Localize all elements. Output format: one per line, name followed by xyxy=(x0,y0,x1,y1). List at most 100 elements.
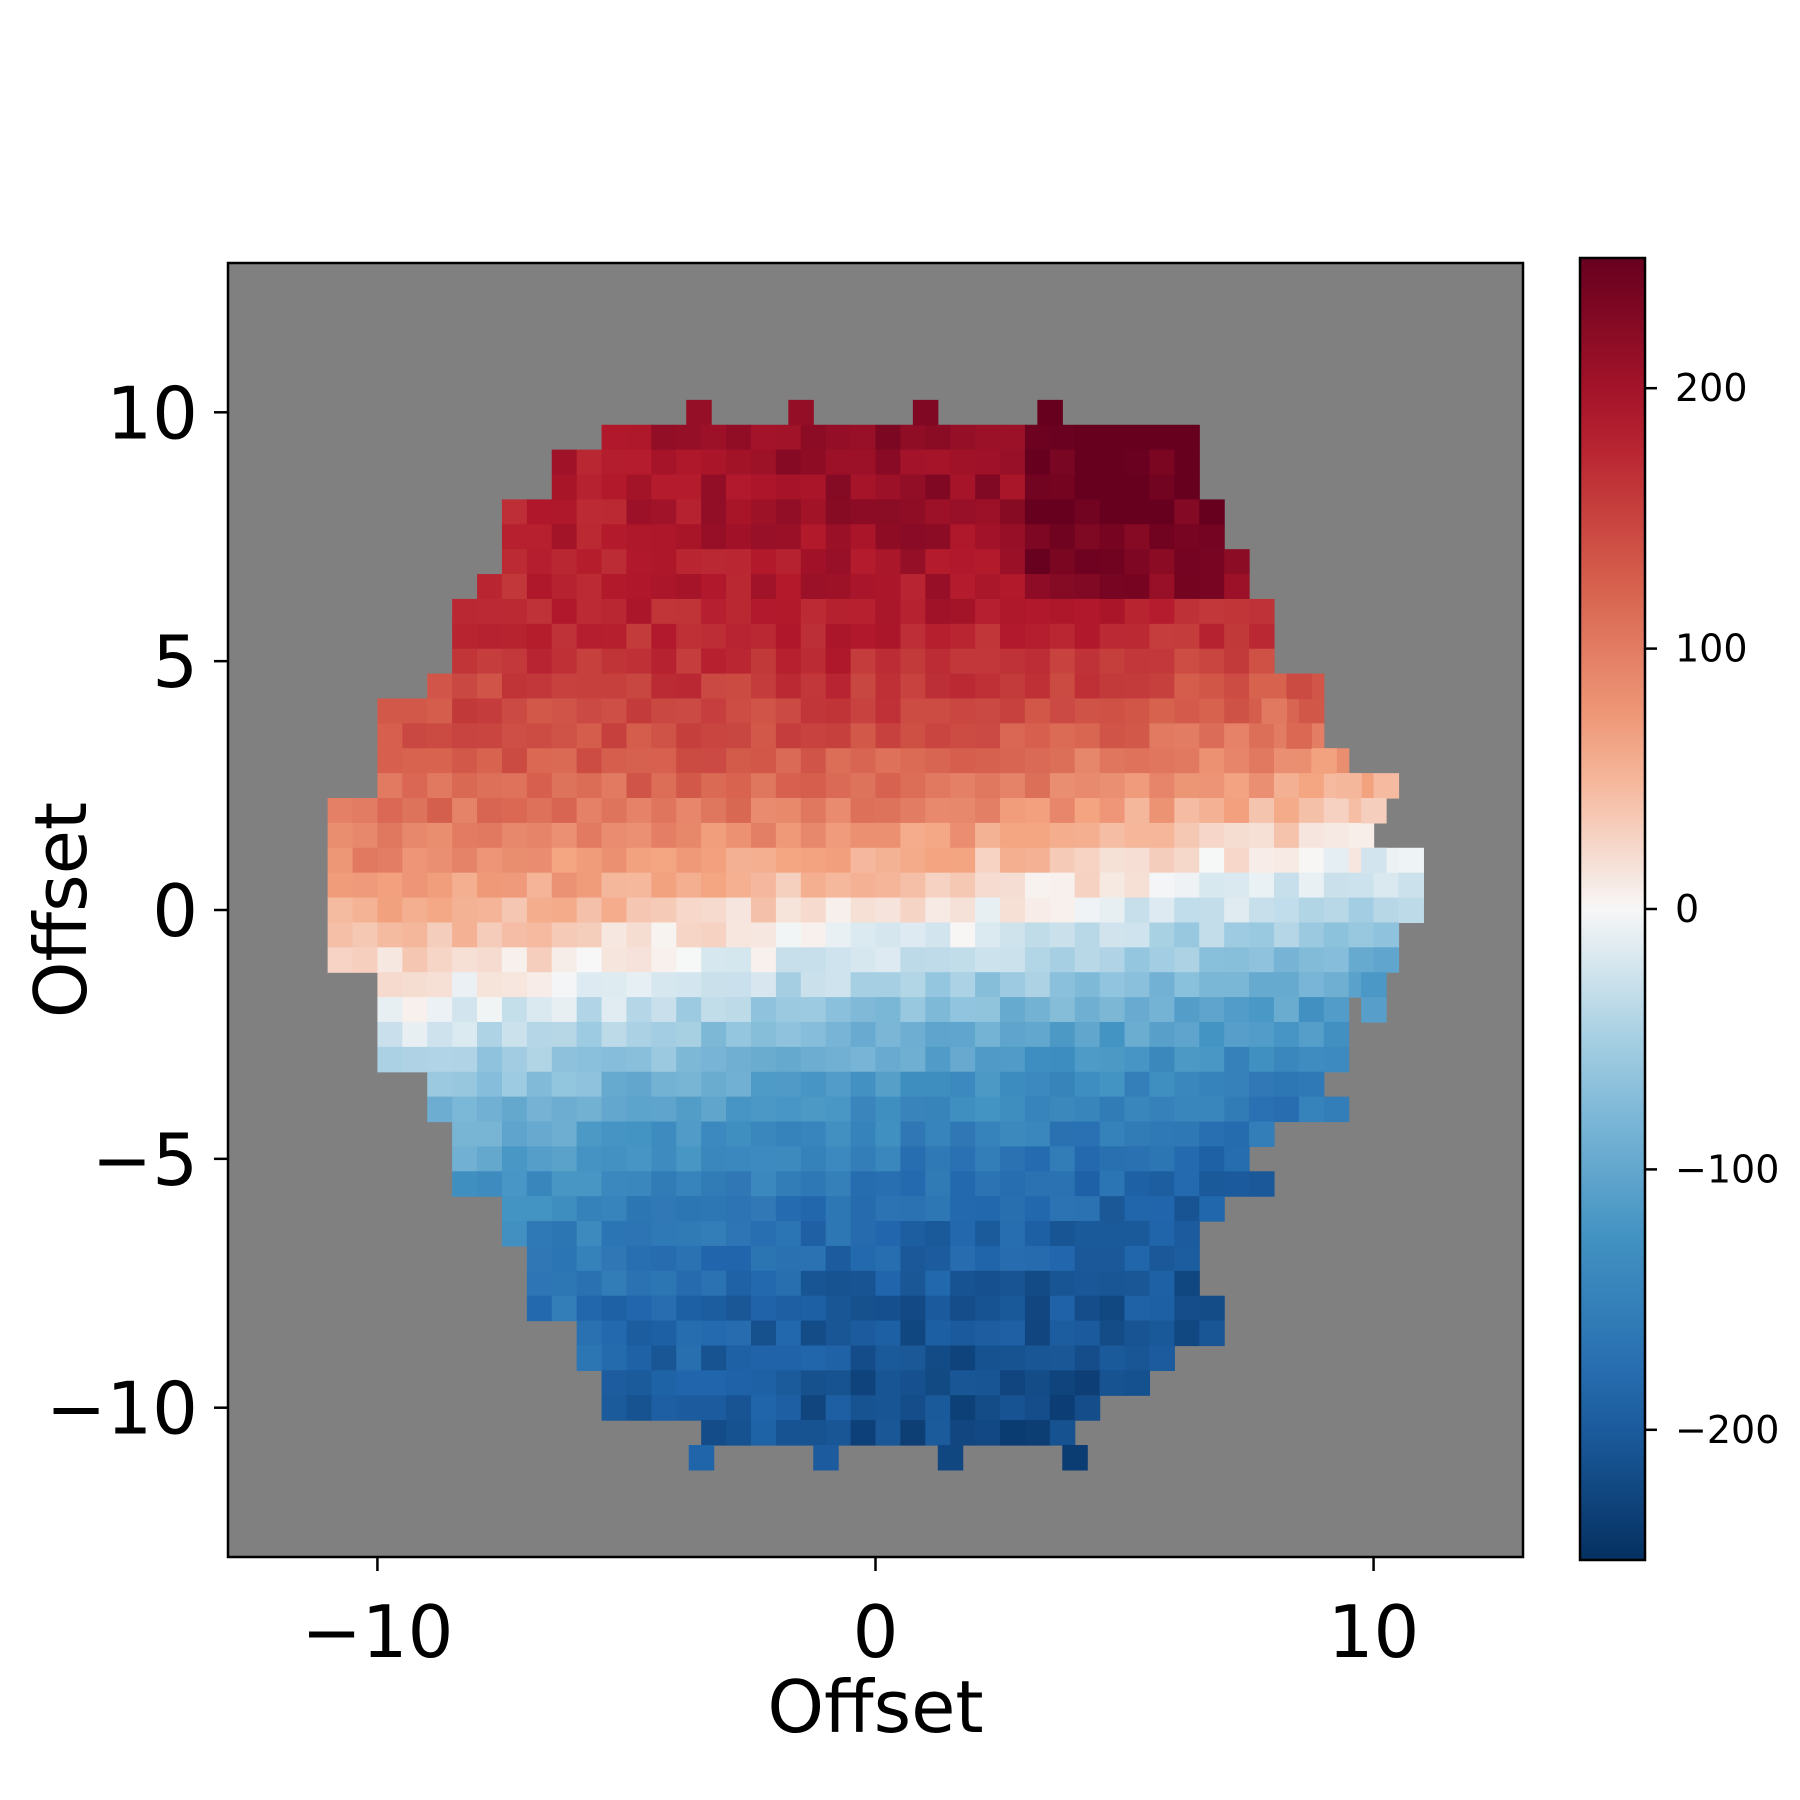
heatmap-cell xyxy=(1398,847,1424,874)
heatmap-cell xyxy=(775,997,802,1023)
heatmap-cell xyxy=(1224,847,1250,874)
heatmap-cell xyxy=(750,474,777,500)
heatmap-cell xyxy=(800,872,827,899)
heatmap-cell xyxy=(551,1171,578,1197)
heatmap-cell xyxy=(1124,499,1151,525)
heatmap-cell xyxy=(950,1395,976,1421)
heatmap-cell xyxy=(975,1121,1001,1147)
heatmap-cell xyxy=(1224,922,1250,948)
heatmap-cell xyxy=(1273,922,1300,948)
heatmap-cell xyxy=(701,424,727,451)
heatmap-cell xyxy=(775,1395,802,1421)
heatmap-cell xyxy=(1099,1046,1126,1073)
heatmap-cell xyxy=(477,997,503,1023)
heatmap-cell xyxy=(477,897,503,924)
heatmap-cell xyxy=(775,1295,802,1322)
heatmap-cell xyxy=(626,922,652,948)
heatmap-cell xyxy=(850,947,877,973)
heatmap-cell xyxy=(452,947,478,973)
heatmap-cell xyxy=(1249,822,1275,849)
heatmap-cell xyxy=(1174,798,1200,824)
heatmap-cell xyxy=(626,1096,652,1123)
heatmap-cell xyxy=(402,997,428,1023)
heatmap-cell xyxy=(726,1171,752,1197)
heatmap-cell xyxy=(1099,673,1126,700)
heatmap-cell xyxy=(1249,723,1275,749)
heatmap-cell xyxy=(576,822,603,849)
heatmap-cell xyxy=(850,1370,877,1396)
heatmap-cell xyxy=(676,1021,702,1048)
heatmap-cell xyxy=(1224,1171,1250,1197)
heatmap-cell xyxy=(850,574,877,600)
heatmap-cell xyxy=(576,972,603,998)
heatmap-cell xyxy=(1298,997,1325,1023)
heatmap-cell xyxy=(1024,598,1051,625)
heatmap-cell xyxy=(1199,1021,1225,1048)
heatmap-cell xyxy=(1249,897,1275,924)
heatmap-cell xyxy=(551,524,578,550)
heatmap-cell xyxy=(1323,1021,1350,1048)
heatmap-cell xyxy=(501,847,528,874)
heatmap-cell xyxy=(1124,474,1151,500)
heatmap-cell xyxy=(900,1096,926,1123)
heatmap-cell xyxy=(676,574,702,600)
heatmap-cell xyxy=(1199,648,1225,675)
heatmap-cell xyxy=(551,723,578,749)
heatmap-cell xyxy=(427,798,453,824)
heatmap-cell xyxy=(1000,798,1026,824)
heatmap-cell xyxy=(526,1221,553,1247)
heatmap-cell xyxy=(551,1046,578,1073)
heatmap-cell xyxy=(950,1320,976,1347)
heatmap-cell xyxy=(676,698,702,724)
heatmap-cell xyxy=(975,897,1001,924)
heatmap-cell xyxy=(975,1270,1001,1297)
heatmap-cell xyxy=(925,1146,951,1172)
heatmap-cell xyxy=(501,673,528,700)
heatmap-cell xyxy=(452,1121,478,1147)
heatmap-cell xyxy=(775,1021,802,1048)
heatmap-cell xyxy=(1074,1096,1101,1123)
heatmap-cell xyxy=(1099,1245,1126,1272)
heatmap-cell xyxy=(526,997,553,1023)
heatmap-cell xyxy=(402,872,428,899)
heatmap-cell xyxy=(925,897,951,924)
heatmap-cell xyxy=(676,1320,702,1347)
heatmap-cell xyxy=(601,499,628,525)
heatmap-cell xyxy=(377,723,403,749)
heatmap-cell xyxy=(551,897,578,924)
heatmap-cell xyxy=(501,947,528,973)
heatmap-cell xyxy=(775,1046,802,1073)
heatmap-cell xyxy=(1174,1121,1200,1147)
heatmap-cell xyxy=(576,574,603,600)
heatmap-cell xyxy=(1074,424,1101,451)
heatmap-cell xyxy=(975,524,1001,550)
heatmap-cell xyxy=(651,1320,677,1347)
heatmap-cell xyxy=(477,1071,503,1098)
heatmap-cell xyxy=(1024,1270,1051,1297)
heatmap-cell xyxy=(800,574,827,600)
heatmap-cell xyxy=(1124,1295,1151,1322)
heatmap-cell xyxy=(1099,424,1126,451)
heatmap-cell xyxy=(800,822,827,849)
heatmap-cell xyxy=(576,449,603,476)
heatmap-cell xyxy=(825,1146,852,1172)
heatmap-cell xyxy=(825,1071,852,1098)
heatmap-cell xyxy=(950,748,976,774)
heatmap-cell xyxy=(452,798,478,824)
heatmap-cell xyxy=(1099,648,1126,675)
heatmap-cell xyxy=(975,598,1001,625)
heatmap-cell xyxy=(900,598,926,625)
heatmap-cell xyxy=(1199,499,1225,525)
heatmap-cell xyxy=(1323,847,1350,874)
heatmap-cell xyxy=(477,972,503,998)
heatmap-cell xyxy=(750,723,777,749)
heatmap-cell xyxy=(775,1121,802,1147)
heatmap-cell xyxy=(676,1096,702,1123)
y-tick-label: −5 xyxy=(92,1118,198,1202)
heatmap-cell xyxy=(875,698,901,724)
heatmap-cell xyxy=(651,598,677,625)
heatmap-cell xyxy=(1199,623,1225,650)
heatmap-cell xyxy=(526,1270,553,1297)
heatmap-cell xyxy=(626,1295,652,1322)
heatmap-cell xyxy=(601,897,628,924)
